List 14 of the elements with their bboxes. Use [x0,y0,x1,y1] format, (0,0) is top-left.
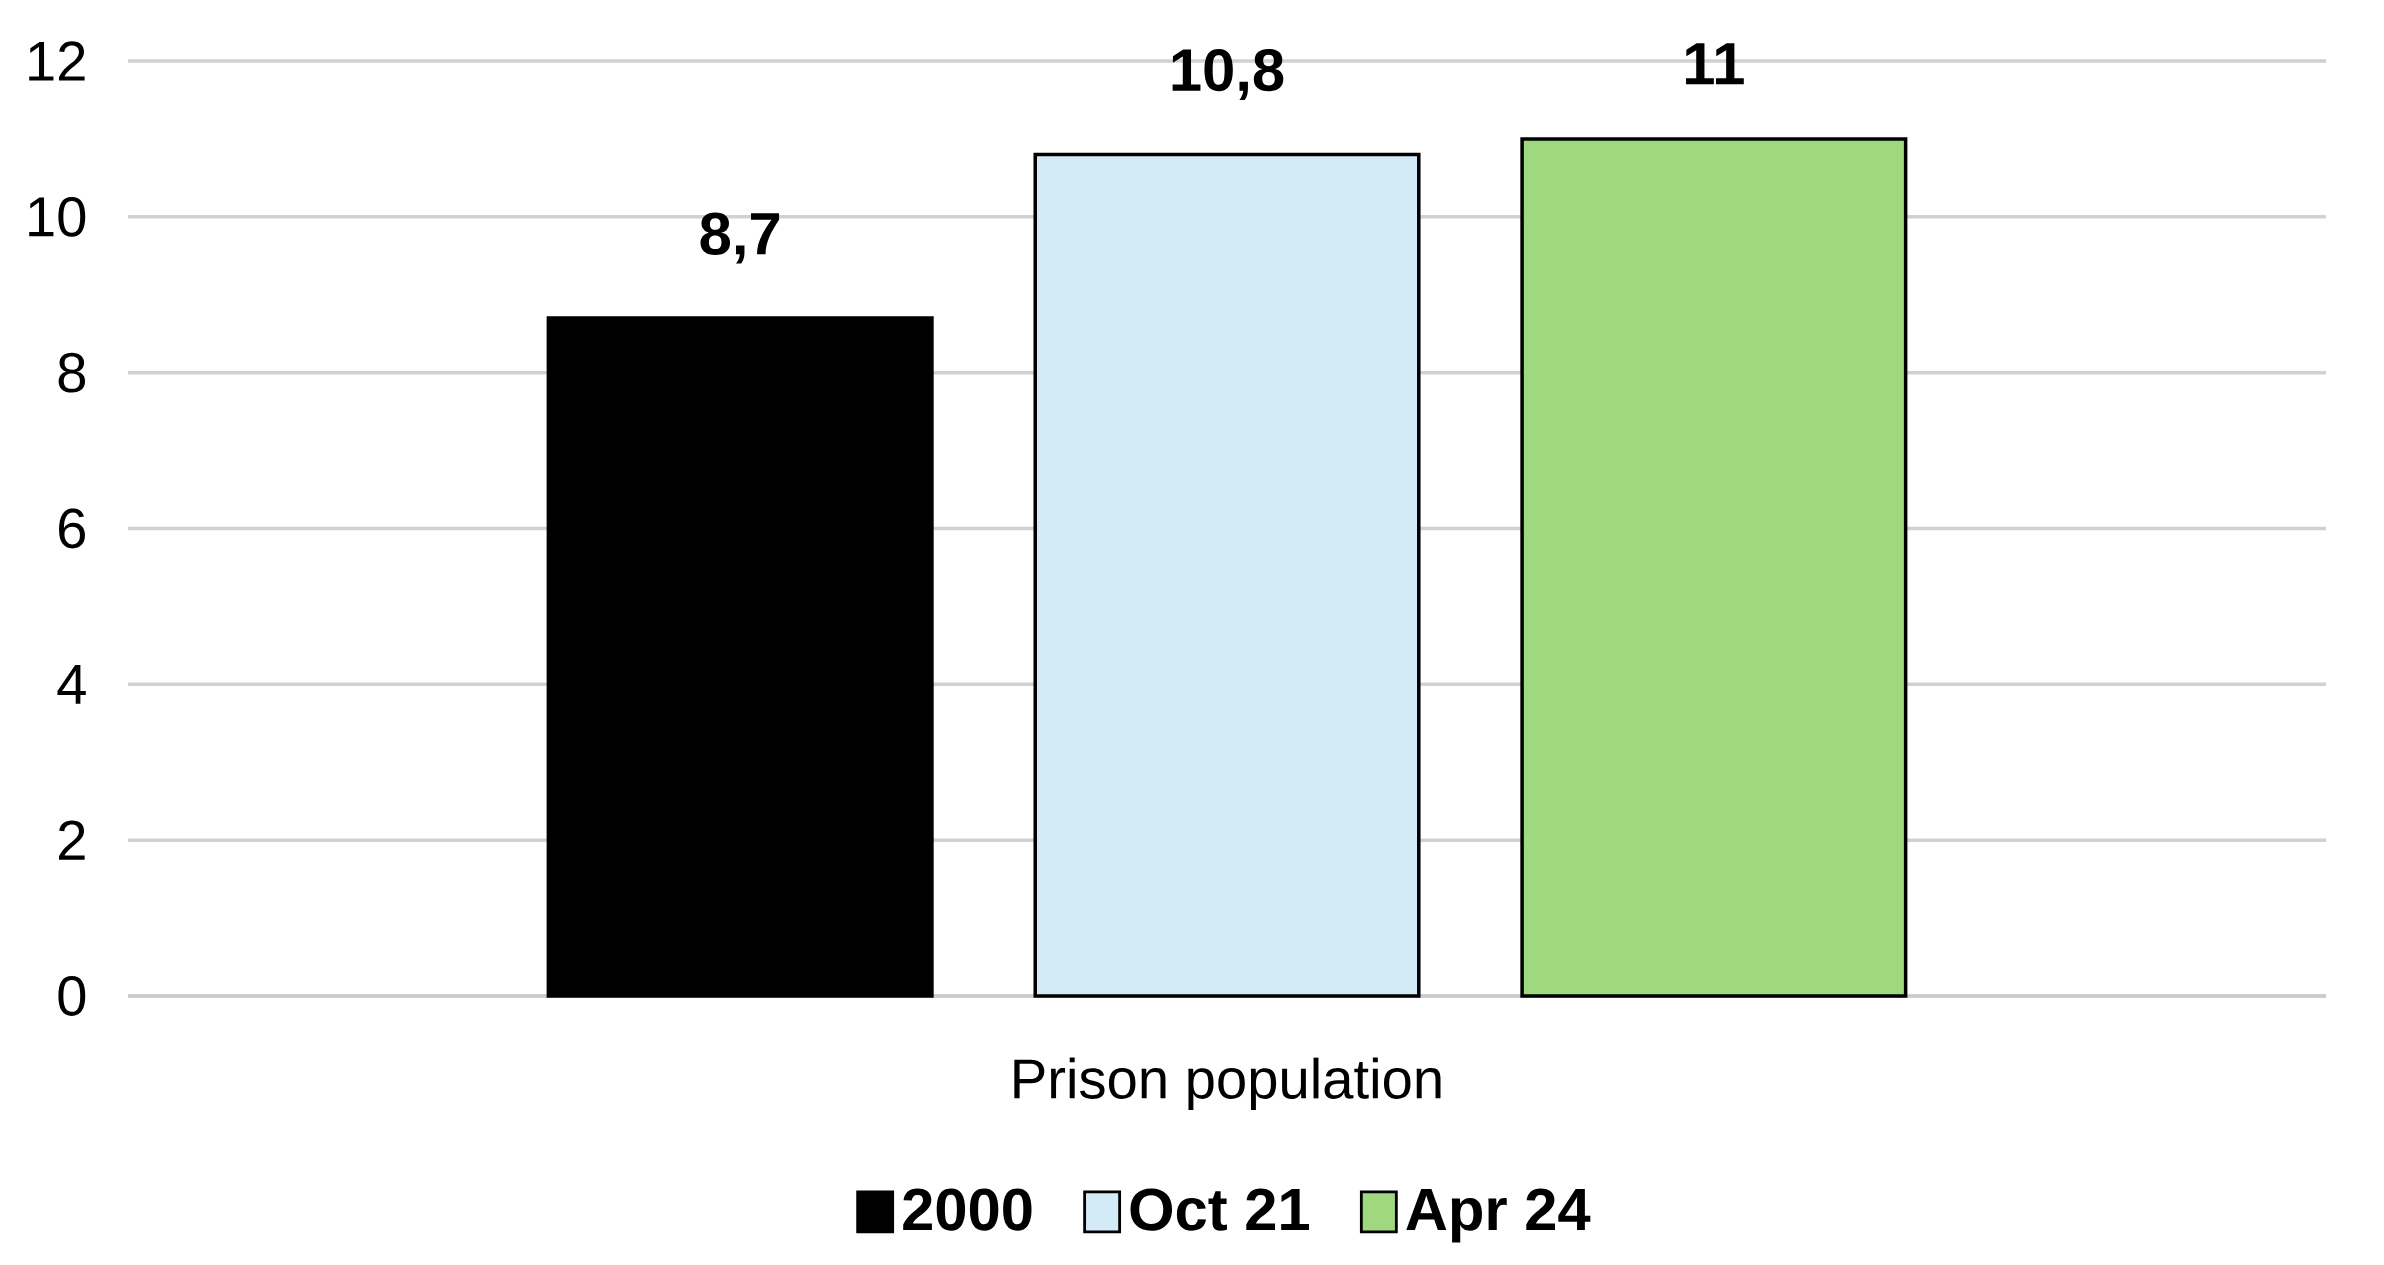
legend-label: Apr 24 [1406,1188,1591,1243]
data-label: 10,8 [1172,48,1284,100]
y-tick-label: 4 [57,664,86,704]
legend-label: 2000 [903,1188,1032,1231]
x-tick-label: Prison population [1014,1057,1441,1111]
y-tick-label: 0 [58,976,86,1016]
y-tick-label: 8 [58,352,86,393]
y-tick-label: 12 [29,41,85,81]
y-tick-label: 6 [59,508,85,549]
data-label: 8,7 [700,212,780,264]
data-label: 11 [1686,43,1744,85]
y-tick-label: 2 [59,820,85,860]
legend-label: Oct 21 [1130,1188,1310,1231]
y-tick-label: 10 [29,196,86,237]
